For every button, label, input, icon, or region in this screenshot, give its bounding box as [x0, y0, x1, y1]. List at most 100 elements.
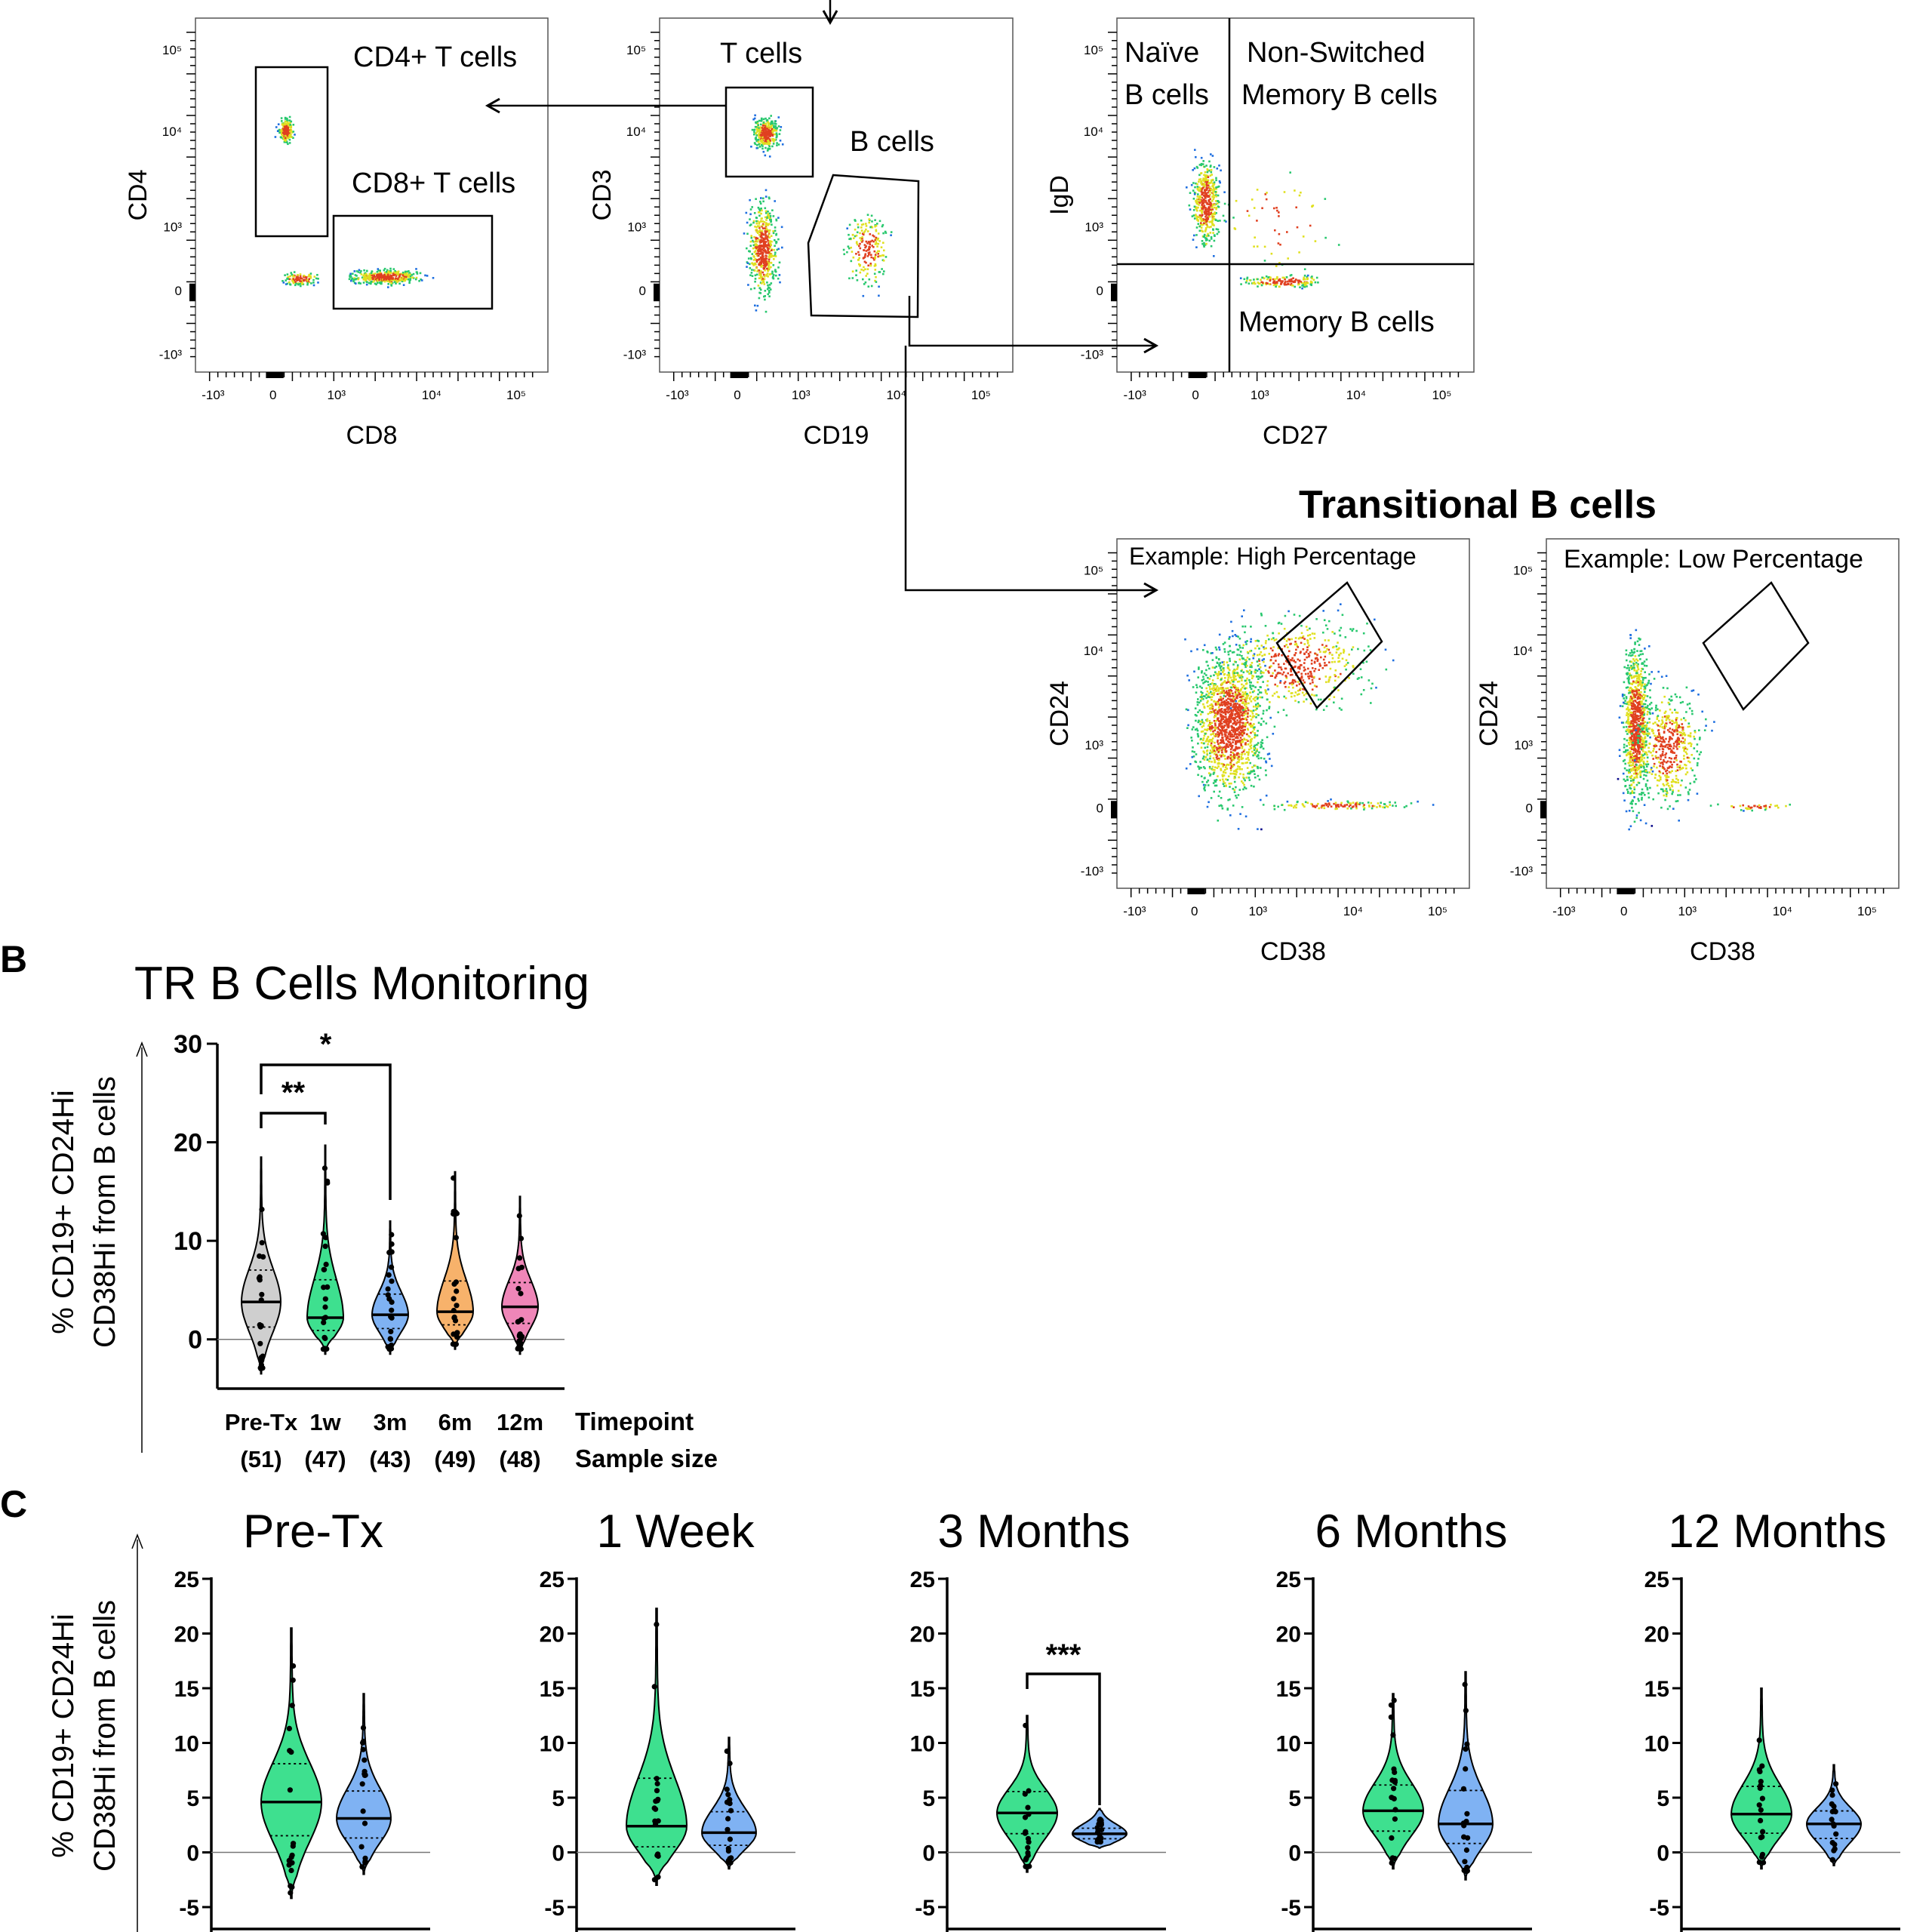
- event-dot: [1241, 686, 1244, 689]
- event-dot: [1203, 205, 1206, 207]
- event-dot: [289, 275, 291, 278]
- event-dot: [761, 245, 763, 248]
- event-dot: [1287, 283, 1290, 285]
- event-dot: [1201, 725, 1204, 728]
- event-dot: [1262, 681, 1264, 683]
- event-dot: [1253, 746, 1256, 748]
- event-dot: [1251, 662, 1254, 664]
- event-dot: [1215, 709, 1217, 711]
- event-dot: [1194, 149, 1196, 151]
- event-dot: [776, 144, 778, 146]
- event-dot: [1222, 701, 1225, 703]
- event-dot: [1224, 709, 1226, 712]
- event-dot: [290, 125, 292, 128]
- event-dot: [760, 217, 763, 220]
- event-dot: [1198, 768, 1201, 771]
- event-dot: [1316, 658, 1319, 661]
- event-dot: [1214, 188, 1217, 190]
- event-dot: [383, 280, 386, 282]
- event-dot: [863, 257, 865, 259]
- event-dot: [764, 207, 767, 210]
- event-dot: [864, 281, 867, 284]
- event-dot: [1255, 716, 1257, 718]
- event-dot: [1294, 279, 1297, 282]
- event-dot: [1250, 731, 1252, 734]
- event-dot: [1192, 169, 1194, 171]
- event-dot: [1197, 742, 1199, 745]
- event-dot: [1223, 191, 1226, 193]
- event-dot: [1250, 626, 1252, 628]
- event-dot: [1301, 636, 1304, 639]
- event-dot: [1201, 711, 1204, 713]
- event-dot: [1294, 281, 1297, 283]
- event-dot: [1201, 204, 1203, 206]
- event-dot: [1239, 646, 1241, 649]
- event-dot: [755, 252, 758, 255]
- event-dot: [1219, 662, 1222, 664]
- event-dot: [767, 214, 769, 217]
- event-dot: [287, 275, 290, 278]
- event-dot: [1229, 745, 1232, 748]
- event-dot: [377, 276, 380, 279]
- event-dot: [1233, 733, 1236, 736]
- event-dot: [1244, 721, 1247, 724]
- event-dot: [1273, 278, 1276, 281]
- event-dot: [755, 147, 758, 149]
- event-dot: [1210, 696, 1212, 699]
- event-dot: [1274, 229, 1276, 232]
- event-dot: [871, 239, 874, 242]
- event-dot: [764, 195, 768, 198]
- event-dot: [1220, 731, 1223, 734]
- event-dot: [283, 139, 286, 142]
- event-dot: [1211, 748, 1214, 750]
- event-dot: [1245, 703, 1247, 706]
- event-dot: [874, 225, 876, 228]
- event-dot: [1252, 769, 1255, 772]
- event-dot: [761, 145, 764, 147]
- event-dot: [762, 122, 765, 124]
- event-dot: [1203, 787, 1205, 790]
- event-dot: [1275, 265, 1278, 267]
- event-dot: [753, 287, 756, 290]
- event-dot: [1217, 758, 1220, 761]
- event-dot: [1220, 708, 1223, 710]
- event-dot: [387, 270, 389, 273]
- x-tick-label: -10³: [666, 388, 689, 402]
- event-dot: [1246, 278, 1248, 280]
- event-dot: [1210, 245, 1213, 248]
- event-dot: [1235, 740, 1238, 743]
- event-dot: [1318, 669, 1320, 671]
- event-dot: [1329, 667, 1332, 670]
- event-dot: [1288, 280, 1291, 283]
- event-dot: [1215, 207, 1218, 209]
- event-dot: [1224, 712, 1227, 715]
- event-dot: [1254, 697, 1256, 699]
- event-dot: [1223, 721, 1226, 724]
- event-dot: [1260, 741, 1263, 743]
- event-dot: [852, 256, 855, 259]
- event-dot: [754, 250, 757, 252]
- event-dot: [767, 229, 769, 232]
- event-dot: [401, 278, 403, 281]
- event-dot: [1289, 674, 1292, 676]
- event-dot: [754, 125, 757, 128]
- event-dot: [1279, 680, 1282, 682]
- event-dot: [773, 248, 775, 251]
- event-dot: [1210, 202, 1212, 205]
- event-dot: [763, 278, 766, 281]
- event-dot: [1232, 694, 1234, 697]
- event-dot: [1341, 657, 1344, 660]
- event-dot: [1208, 772, 1211, 774]
- event-dot: [1306, 640, 1309, 642]
- event-dot: [1195, 691, 1198, 694]
- event-dot: [774, 270, 777, 273]
- event-dot: [1261, 207, 1263, 210]
- event-dot: [771, 139, 774, 142]
- event-dot: [759, 235, 762, 238]
- event-dot: [1229, 681, 1232, 685]
- event-dot: [1229, 660, 1231, 663]
- event-dot: [1212, 757, 1215, 759]
- event-dot: [1270, 638, 1273, 641]
- event-dot: [1369, 649, 1372, 651]
- event-dot: [1232, 678, 1235, 681]
